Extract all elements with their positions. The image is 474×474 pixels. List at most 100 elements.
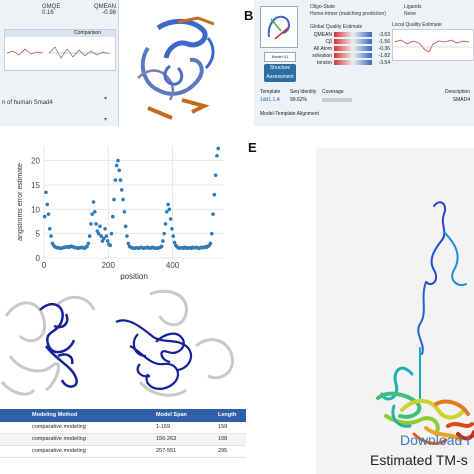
table-cell: 159 bbox=[218, 424, 228, 430]
metrics-summary: GMQE QMEAN 0.16 -0.98 bbox=[42, 4, 116, 16]
score-value: -3.63 bbox=[378, 31, 390, 38]
table-cell: 108 bbox=[218, 436, 228, 442]
seq-identity-header: Seq Identity bbox=[290, 89, 317, 95]
template-description: SMAD4 bbox=[452, 97, 470, 103]
data-point bbox=[216, 146, 221, 151]
blue-model-structure-left bbox=[39, 302, 78, 388]
score-bar bbox=[334, 53, 372, 58]
global-quality-scores: QMEAN -3.63 Cβ -1.56 All Atom -0.36 solvati… bbox=[310, 31, 394, 66]
data-point bbox=[90, 212, 95, 216]
data-point bbox=[110, 214, 115, 219]
data-point bbox=[47, 226, 52, 231]
data-point bbox=[161, 239, 165, 243]
model-select[interactable]: Model 01 bbox=[264, 52, 296, 62]
data-point bbox=[85, 244, 89, 249]
blue-model-structure-right bbox=[115, 319, 193, 390]
template-header-row: Template Seq Identity Coverage Descripti… bbox=[260, 88, 470, 96]
table-cell bbox=[0, 446, 32, 457]
grey-template-structure-right bbox=[138, 289, 235, 397]
table-header-row: Modeling Method Model Span Length bbox=[0, 409, 246, 422]
panel-b: Model 01 Structure Assessment Oligo-Stat… bbox=[254, 0, 474, 126]
table-cell: 1-159 bbox=[156, 424, 171, 430]
ligands-label: Ligands bbox=[404, 4, 422, 10]
data-point bbox=[45, 202, 50, 207]
x-tick-label: 0 bbox=[42, 261, 47, 270]
model-thumbnail[interactable] bbox=[260, 6, 298, 48]
data-point bbox=[215, 153, 219, 158]
alignment-title[interactable]: Model-Template Alignment bbox=[260, 111, 319, 117]
ligands-value: None bbox=[404, 11, 416, 17]
gmqe-label: GMQE bbox=[42, 4, 61, 10]
structure-assessment-button[interactable]: Structure Assessment bbox=[264, 64, 296, 82]
data-point bbox=[172, 240, 177, 245]
table-row: comparative modeling 1-159 159 bbox=[0, 422, 246, 434]
score-value: -3.54 bbox=[378, 59, 390, 66]
y-tick-label: 0 bbox=[36, 254, 41, 263]
data-point bbox=[121, 197, 125, 202]
y-tick-label: 5 bbox=[36, 230, 41, 239]
score-name: torsion bbox=[316, 59, 332, 66]
data-point bbox=[122, 209, 127, 214]
table-cell: comparative modeling bbox=[32, 448, 86, 454]
plot-area bbox=[44, 146, 224, 258]
data-point bbox=[208, 241, 213, 246]
data-point bbox=[125, 234, 129, 238]
protein-structure-rainbow bbox=[376, 201, 474, 445]
qmean-value: -0.98 bbox=[102, 10, 116, 16]
description-header: Description bbox=[444, 89, 470, 95]
local-quality-title: Local Quality Estimate bbox=[392, 22, 442, 28]
chevron-down-icon[interactable]: ▾ bbox=[104, 96, 108, 102]
score-name: solvation bbox=[312, 52, 332, 59]
table-cell bbox=[0, 422, 32, 433]
score-bar bbox=[334, 39, 372, 44]
template-header: Template bbox=[260, 89, 281, 95]
template-id-link[interactable]: 1dd1.1.A bbox=[260, 97, 281, 103]
score-bar bbox=[334, 32, 372, 37]
data-point bbox=[123, 224, 128, 229]
data-point bbox=[126, 241, 131, 246]
score-name: All Atom bbox=[313, 45, 332, 52]
score-row: QMEAN -3.63 bbox=[310, 31, 394, 38]
download-link[interactable]: Download I bbox=[400, 432, 471, 448]
qmean-label: QMEAN bbox=[93, 4, 116, 10]
method-header: Modeling Method bbox=[32, 412, 78, 418]
score-row: solvation -1.82 bbox=[310, 52, 394, 59]
data-point bbox=[163, 222, 168, 226]
score-value: -1.56 bbox=[378, 38, 390, 45]
data-point bbox=[168, 217, 173, 221]
structure-comparison bbox=[0, 289, 235, 397]
comparison-title: Comparison bbox=[5, 30, 115, 37]
model-description: n of human Smad4 bbox=[2, 100, 53, 106]
data-point bbox=[164, 209, 169, 214]
data-point bbox=[99, 234, 104, 238]
coverage-bar bbox=[322, 96, 360, 104]
template-row[interactable]: 1dd1.1.A 99.62% SMAD4 bbox=[260, 96, 470, 104]
data-point bbox=[42, 214, 47, 219]
data-point bbox=[94, 222, 98, 226]
data-point bbox=[46, 212, 51, 216]
table-cell: 257-551 bbox=[156, 448, 177, 454]
data-point bbox=[89, 222, 93, 226]
oligo-state-label: Oligo-State bbox=[310, 4, 336, 10]
score-name: QMEAN bbox=[313, 31, 332, 38]
score-value: -1.82 bbox=[378, 52, 390, 59]
data-point bbox=[162, 231, 167, 236]
data-point bbox=[116, 158, 120, 163]
protein-thumbnail-image bbox=[267, 15, 290, 40]
protein-cartoon-a bbox=[137, 16, 215, 120]
local-quality-line bbox=[393, 39, 473, 53]
comparison-plot: Comparison bbox=[4, 29, 116, 71]
data-point bbox=[170, 226, 174, 231]
y-axis-label: angstroms error estimate bbox=[17, 163, 24, 241]
chevron-down-icon[interactable]: ▾ bbox=[104, 117, 108, 123]
score-bar bbox=[334, 60, 372, 65]
comparison-plot-lines bbox=[6, 46, 111, 59]
score-row: All Atom -0.36 bbox=[310, 45, 394, 52]
data-point bbox=[209, 231, 214, 236]
local-quality-plot bbox=[392, 29, 474, 61]
data-point bbox=[114, 163, 119, 168]
data-point bbox=[104, 234, 109, 238]
data-point bbox=[167, 207, 172, 212]
data-point bbox=[159, 244, 164, 249]
